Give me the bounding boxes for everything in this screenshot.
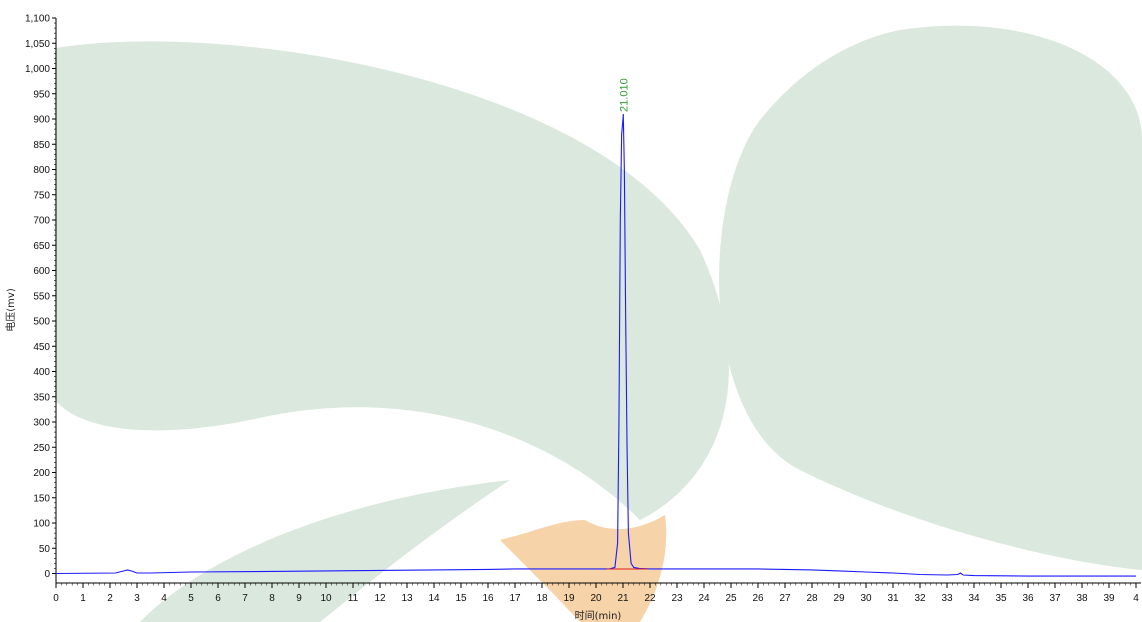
- y-tick-label: 800: [33, 165, 50, 176]
- x-tick-label: 36: [1022, 593, 1034, 604]
- x-tick-label: 31: [887, 593, 899, 604]
- y-tick-label: 550: [33, 291, 50, 302]
- x-tick-label: 18: [536, 593, 548, 604]
- watermark-logo: [55, 25, 1142, 622]
- x-tick-label: 39: [1103, 593, 1115, 604]
- series-layer: [55, 113, 1136, 577]
- x-tick-label: 32: [914, 593, 926, 604]
- y-axis-title: 电压(mv): [4, 288, 17, 332]
- y-tick-label: 900: [33, 115, 50, 126]
- x-tick-label: 15: [455, 593, 467, 604]
- x-tick-label: 30: [860, 593, 872, 604]
- x-tick-label: 0: [53, 593, 59, 604]
- x-tick-label: 6: [215, 593, 221, 604]
- watermark-leaf-right: [719, 25, 1142, 570]
- x-tick-label: 24: [698, 593, 710, 604]
- y-tick-label: 700: [33, 216, 50, 227]
- y-tick-label: 250: [33, 443, 50, 454]
- chromatogram-trace: [55, 113, 1136, 577]
- y-tick-label: 500: [33, 317, 50, 328]
- y-tick-label: 450: [33, 342, 50, 353]
- x-tick-label: 29: [833, 593, 845, 604]
- y-tick-label: 100: [33, 519, 50, 530]
- y-tick-label: 850: [33, 140, 50, 151]
- x-tick-label: 4: [1133, 593, 1139, 604]
- x-tick-label: 35: [995, 593, 1007, 604]
- x-tick-label: 23: [671, 593, 683, 604]
- x-tick-label: 2: [107, 593, 113, 604]
- x-tick-label: 3: [134, 593, 140, 604]
- y-tick-label: 1,100: [25, 14, 50, 25]
- y-tick-label: 300: [33, 418, 50, 429]
- x-tick-label: 9: [296, 593, 302, 604]
- x-tick-label: 38: [1076, 593, 1088, 604]
- x-tick-label: 13: [401, 593, 413, 604]
- y-tick-label: 400: [33, 367, 50, 378]
- y-tick-label: 50: [39, 544, 51, 555]
- y-tick-label: 1,000: [25, 64, 50, 75]
- x-tick-label: 27: [779, 593, 791, 604]
- y-tick-label: 150: [33, 493, 50, 504]
- x-tick-label: 26: [752, 593, 764, 604]
- x-tick-label: 5: [188, 593, 194, 604]
- x-tick-label: 33: [941, 593, 953, 604]
- x-tick-label: 4: [161, 593, 167, 604]
- x-tick-label: 14: [428, 593, 440, 604]
- x-axis-ticks: 0 1 2 3 4 5 6 7 8 9 10 11 12 13 14 15 16 17 18 19 20 21 22 23 24…: [53, 583, 1139, 604]
- x-tick-label: 20: [590, 593, 602, 604]
- x-tick-label: 8: [269, 593, 275, 604]
- y-tick-label: 650: [33, 241, 50, 252]
- x-tick-label: 37: [1049, 593, 1061, 604]
- x-tick-label: 22: [644, 593, 656, 604]
- x-tick-label: 10: [320, 593, 332, 604]
- y-tick-label: 0: [44, 569, 50, 580]
- annotation-layer: 21.010: [618, 78, 630, 112]
- y-axis-ticks: 0 50 100 150 200 250 300 350 400 450 500 550 600 650 7…: [25, 14, 56, 580]
- y-tick-label: 1,050: [25, 39, 50, 50]
- x-tick-label: 19: [563, 593, 575, 604]
- y-tick-label: 350: [33, 392, 50, 403]
- x-tick-label: 12: [374, 593, 386, 604]
- y-tick-label: 200: [33, 468, 50, 479]
- peak-label: 21.010: [618, 78, 630, 112]
- watermark-leaf-bottom: [140, 480, 510, 622]
- x-tick-label: 25: [725, 593, 737, 604]
- x-tick-label: 11: [348, 593, 359, 604]
- x-tick-label: 17: [509, 593, 521, 604]
- x-tick-label: 7: [242, 593, 248, 604]
- y-tick-label: 750: [33, 190, 50, 201]
- x-tick-label: 34: [968, 593, 980, 604]
- watermark-leaf-left: [55, 41, 729, 520]
- x-tick-label: 16: [482, 593, 494, 604]
- x-axis-title: 时间(min): [575, 609, 622, 622]
- x-tick-label: 21: [617, 593, 629, 604]
- x-tick-label: 28: [806, 593, 818, 604]
- y-tick-label: 950: [33, 89, 50, 100]
- y-tick-label: 600: [33, 266, 50, 277]
- x-tick-label: 1: [80, 593, 86, 604]
